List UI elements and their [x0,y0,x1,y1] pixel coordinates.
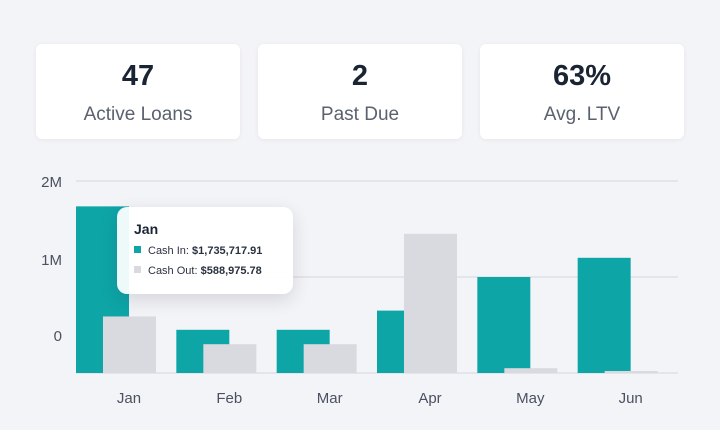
stat-value: 63% [552,60,612,92]
bar-cash-in [577,257,631,373]
stat-card-past-due: 2 Past Due [258,44,462,139]
bar-cash-out [203,344,257,373]
tooltip-cash-in-label: Cash In: [148,245,189,257]
tooltip-cash-out-row: Cash Out: $588,975.78 [134,265,262,277]
bar-cash-out [303,344,357,373]
stat-cards: 47 Active Loans 2 Past Due 63% Avg. LTV [36,44,684,139]
tooltip-cash-out-label: Cash Out: [148,265,198,277]
x-tick-label: Apr [418,390,441,407]
stat-value: 2 [351,60,369,92]
stat-card-active-loans: 47 Active Loans [36,44,240,139]
tooltip-cash-in-value: $1,735,717.91 [192,245,263,257]
bar-cash-out [103,316,156,373]
x-tick-label: May [516,390,545,407]
tooltip-title: Jan [134,221,159,237]
bar-cash-out [504,368,558,373]
bar-cash-out [604,371,658,373]
cash-flow-chart: 2M 1M 0 Jan Feb Mar Apr May Jun [41,174,678,407]
cash-out-swatch [134,266,141,273]
cash-in-swatch [134,246,141,253]
x-tick-label: Jun [619,390,643,407]
stat-value: 47 [121,60,155,92]
y-tick-label: 2M [41,174,62,191]
x-tick-label: Feb [216,390,242,407]
bar-cash-out [404,233,457,373]
tooltip-cash-in-row: Cash In: $1,735,717.91 [134,245,262,257]
stat-label: Past Due [320,104,400,125]
x-tick-label: Jan [117,390,141,407]
y-tick-label: 0 [54,328,62,345]
stat-label: Avg. LTV [543,104,621,125]
y-tick-label: 1M [41,252,62,269]
stat-card-avg-ltv: 63% Avg. LTV [480,44,684,139]
tooltip-cash-out-value: $588,975.78 [200,265,262,277]
x-tick-label: Mar [317,390,343,407]
chart-tooltip: Jan Cash In: $1,735,717.91 Cash Out: $58… [117,207,293,294]
stat-label: Active Loans [83,104,193,125]
bar-cash-in [477,277,531,373]
